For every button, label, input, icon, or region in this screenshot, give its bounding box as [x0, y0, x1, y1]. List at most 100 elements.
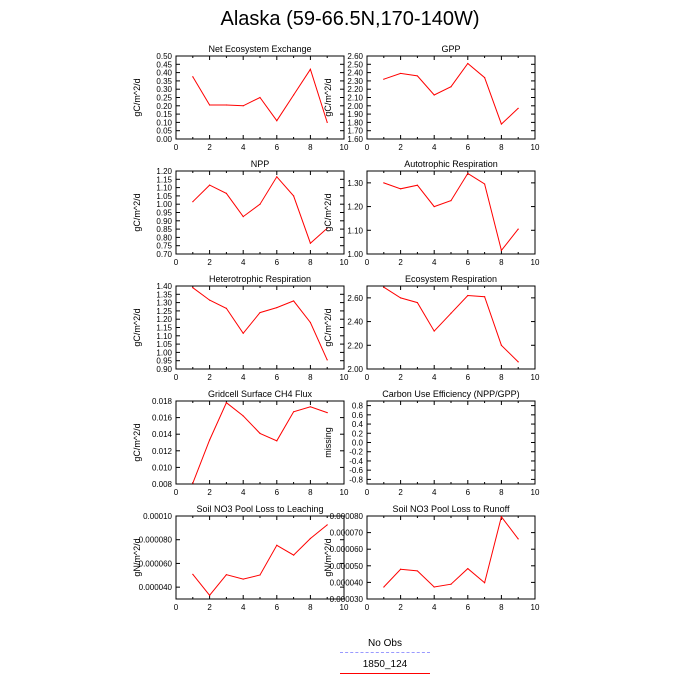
x-tick-label: 0 — [365, 488, 370, 497]
y-tick-label: 2.10 — [347, 94, 363, 103]
chart-title: Carbon Use Efficiency (NPP/GPP) — [382, 389, 519, 399]
data-point — [309, 321, 311, 324]
data-point — [383, 78, 385, 80]
data-point — [517, 228, 519, 230]
y-axis-label: gC/m^2/d — [132, 423, 142, 461]
y-axis-label: missing — [323, 427, 333, 458]
data-point — [192, 201, 194, 203]
y-tick-label: 0.0 — [352, 439, 364, 448]
x-tick-label: 0 — [365, 373, 370, 382]
data-point — [259, 96, 261, 99]
x-tick-label: 6 — [275, 258, 280, 267]
data-point — [293, 300, 295, 302]
data-point — [326, 524, 328, 526]
data-point — [450, 86, 452, 88]
plot-frame — [366, 400, 536, 485]
series-line — [383, 515, 519, 588]
data-point — [242, 415, 244, 417]
y-tick-label: 0.000080 — [330, 512, 364, 521]
y-tick-label: 1.10 — [156, 332, 172, 341]
x-tick-label: 8 — [499, 143, 504, 152]
data-point — [192, 482, 194, 484]
data-point — [293, 195, 295, 197]
x-tick-label: 8 — [308, 603, 313, 612]
x-tick-label: 4 — [241, 603, 246, 612]
data-point — [484, 582, 486, 584]
y-tick-label: -0.6 — [349, 466, 363, 475]
x-tick-label: 10 — [340, 258, 349, 267]
y-axis-label: gN/m^2/d — [323, 538, 333, 576]
y-tick-label: 1.15 — [156, 175, 172, 184]
x-tick-label: 10 — [531, 143, 540, 152]
data-point — [242, 332, 244, 334]
series-line — [192, 287, 328, 361]
y-tick-label: 0.40 — [156, 69, 172, 78]
y-tick-label: 1.20 — [347, 203, 363, 212]
data-point — [225, 574, 227, 576]
y-tick-label: 0.000050 — [330, 562, 364, 571]
x-tick-label: 2 — [398, 143, 403, 152]
x-tick-label: 8 — [499, 258, 504, 267]
y-tick-label: 1.40 — [156, 282, 172, 291]
y-tick-label: 0.30 — [156, 85, 172, 94]
y-tick-label: 2.40 — [347, 318, 363, 327]
x-tick-label: 6 — [466, 143, 471, 152]
y-tick-label: 0.000070 — [330, 529, 364, 538]
plot-frame — [175, 285, 345, 370]
y-tick-label: 0.000060 — [139, 559, 173, 568]
data-point — [400, 72, 402, 75]
data-point — [209, 104, 211, 106]
data-point — [450, 583, 452, 585]
y-tick-label: 2.60 — [347, 294, 363, 303]
y-axis-label: gN/m^2/d — [132, 538, 142, 576]
data-point — [467, 294, 469, 297]
y-tick-label: 2.00 — [347, 102, 363, 111]
y-tick-label: 1.35 — [156, 290, 172, 299]
x-tick-label: 4 — [432, 373, 437, 382]
y-axis-label: gC/m^2/d — [132, 193, 142, 231]
data-point — [416, 302, 418, 304]
series-line — [192, 175, 328, 245]
x-tick-label: 6 — [275, 373, 280, 382]
data-point — [400, 568, 402, 570]
plot-frame — [366, 285, 536, 370]
data-point — [242, 216, 244, 218]
data-point — [276, 544, 278, 546]
data-point — [326, 121, 328, 123]
x-tick-label: 6 — [275, 488, 280, 497]
data-point — [259, 432, 261, 434]
data-point — [276, 176, 278, 178]
plot-frame — [366, 55, 536, 140]
x-tick-label: 2 — [207, 603, 212, 612]
data-point — [309, 242, 311, 244]
x-tick-label: 8 — [499, 488, 504, 497]
x-tick-label: 6 — [466, 603, 471, 612]
data-point — [293, 411, 295, 413]
y-tick-label: 0.75 — [156, 242, 172, 251]
y-tick-label: 1.90 — [347, 110, 363, 119]
y-tick-label: 1.00 — [156, 348, 172, 357]
x-tick-label: 8 — [499, 373, 504, 382]
x-tick-label: 4 — [241, 143, 246, 152]
data-point — [225, 307, 227, 310]
y-tick-label: 1.25 — [156, 307, 172, 316]
y-tick-label: 1.05 — [156, 340, 172, 349]
x-tick-label: 8 — [308, 143, 313, 152]
y-tick-label: 1.30 — [347, 179, 363, 188]
y-tick-label: 0.05 — [156, 127, 172, 136]
data-point — [467, 62, 469, 65]
y-tick-label: 0.000060 — [330, 545, 364, 554]
y-tick-label: 2.60 — [347, 52, 363, 61]
y-tick-label: 0.000030 — [330, 595, 364, 604]
x-tick-label: 10 — [531, 603, 540, 612]
x-tick-label: 6 — [275, 143, 280, 152]
chart-panel: Carbon Use Efficiency (NPP/GPP) missing 0 2… — [323, 389, 540, 497]
data-point — [433, 94, 435, 96]
y-tick-label: 1.10 — [156, 184, 172, 193]
plot-frame — [366, 170, 536, 255]
chart-title: Heterotrophic Respiration — [209, 274, 311, 284]
x-tick-label: 0 — [174, 603, 179, 612]
y-axis-label: gC/m^2/d — [323, 193, 333, 231]
data-point — [259, 311, 261, 314]
